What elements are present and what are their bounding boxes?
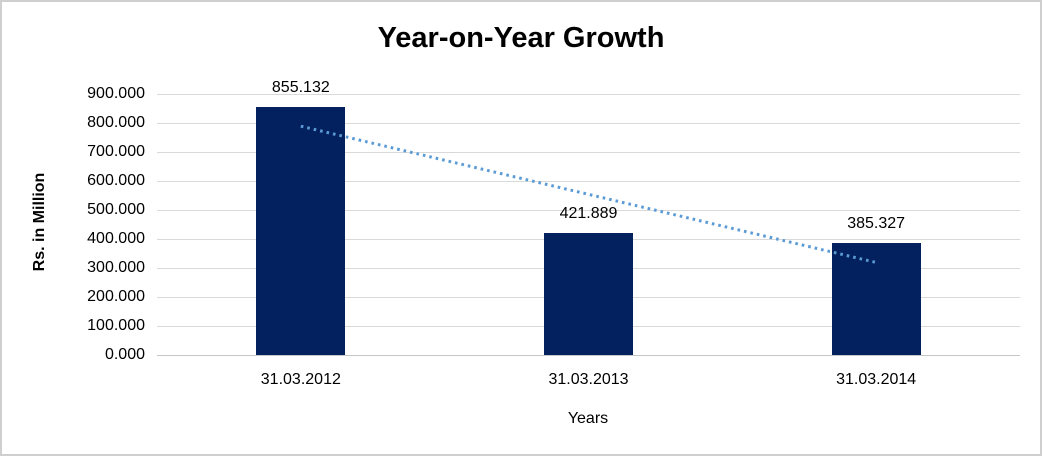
y-axis-tick-label: 300.000	[87, 259, 145, 276]
bar	[831, 243, 921, 355]
y-axis-tick-label: 200.000	[87, 288, 145, 305]
y-axis-tick-label: 100.000	[87, 317, 145, 334]
y-axis-tick-label: 0.000	[104, 346, 145, 363]
bar	[256, 107, 346, 355]
chart-title: Year-on-Year Growth	[377, 22, 665, 54]
x-axis-category-label: 31.03.2013	[548, 371, 629, 388]
y-axis-tick-label: 700.000	[87, 143, 145, 160]
bar	[544, 232, 633, 355]
gridline	[157, 94, 1020, 95]
x-axis-category-label: 31.03.2012	[260, 371, 341, 388]
gridline	[157, 123, 1020, 124]
x-axis-category-label: 31.03.2014	[836, 371, 917, 388]
y-axis-tick-label: 500.000	[87, 201, 145, 218]
bar-value-label: 385.327	[847, 215, 906, 233]
bar-value-label: 421.889	[559, 204, 618, 222]
y-axis-tick-label: 600.000	[87, 172, 145, 189]
y-axis-tick-label: 900.000	[87, 85, 145, 102]
x-axis-title: Years	[567, 410, 609, 427]
y-axis-tick-label: 400.000	[87, 230, 145, 247]
y-axis-tick-label: 800.000	[87, 114, 145, 131]
bar-value-label: 855.132	[271, 79, 330, 96]
x-axis-line	[157, 355, 1020, 356]
